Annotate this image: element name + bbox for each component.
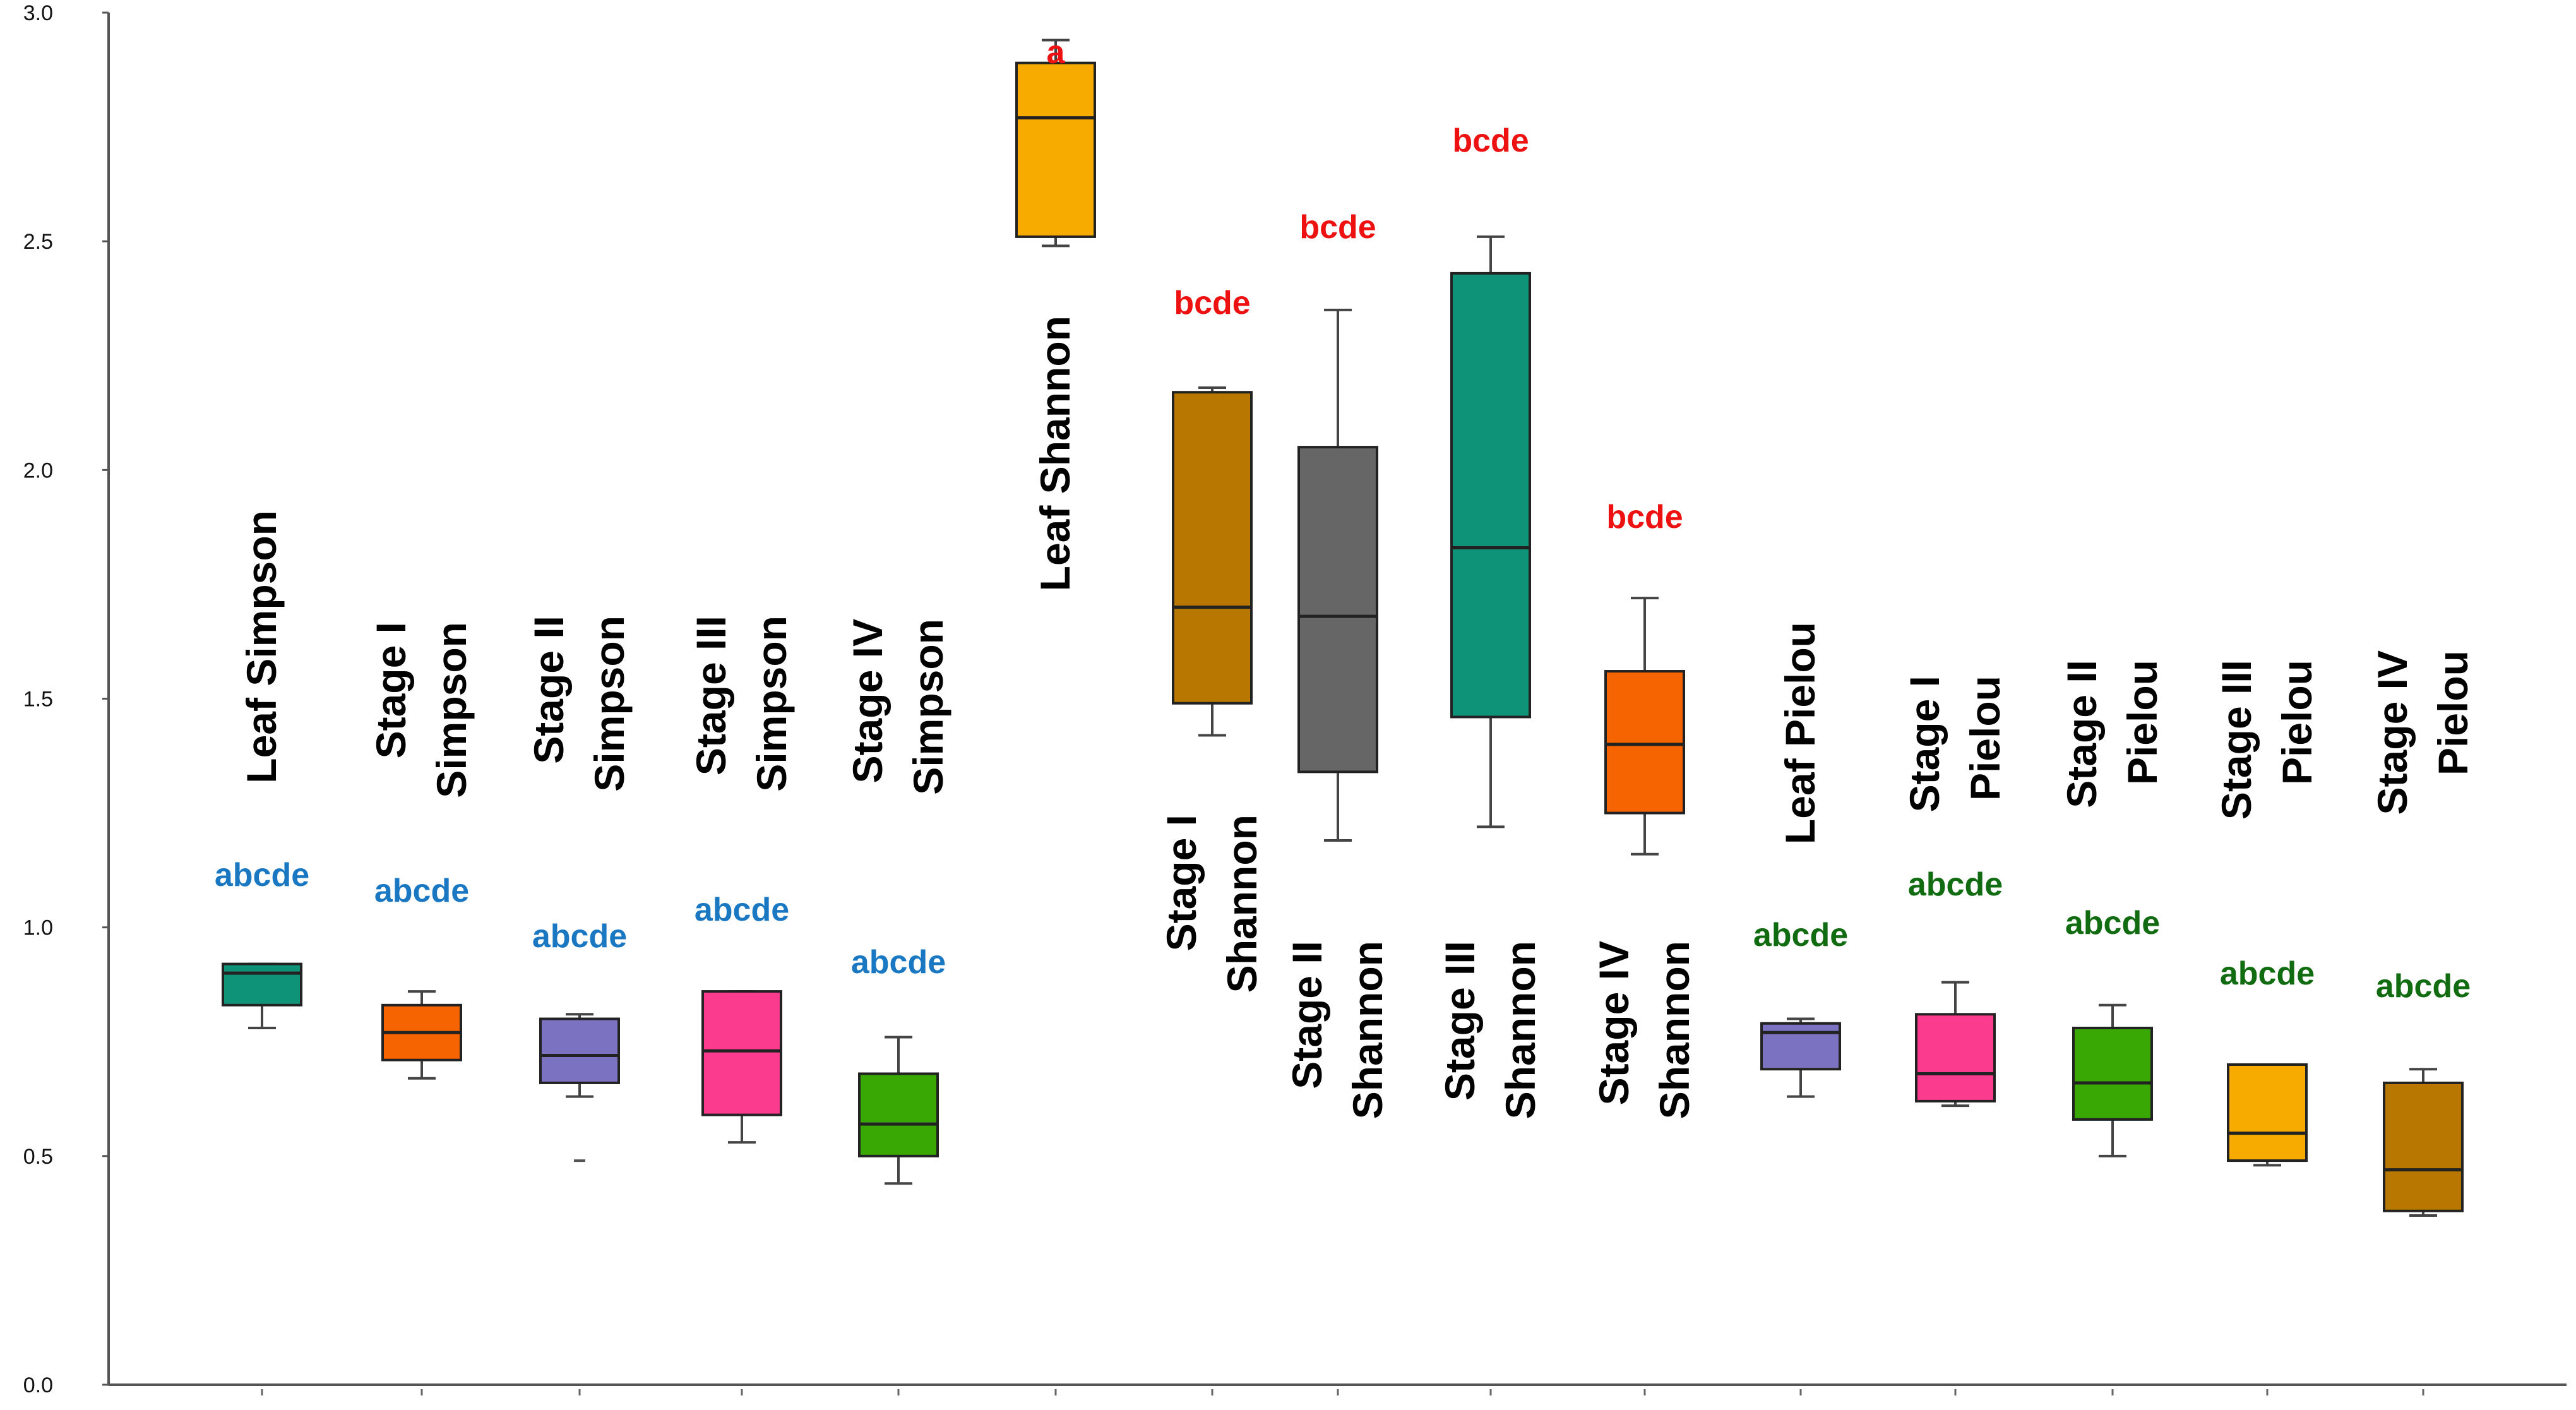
category-label: Stage I: [1158, 815, 1205, 951]
box-iqr: [2072, 1027, 2153, 1121]
box-iqr: [1604, 670, 1685, 815]
box-iqr: [1172, 391, 1253, 705]
box-plot-0: [222, 962, 302, 1030]
box-iqr: [1760, 1022, 1841, 1071]
box-iqr: [2227, 1063, 2308, 1162]
category-label: Shannon: [1344, 941, 1391, 1119]
category-label: Shannon: [1497, 941, 1544, 1119]
y-ticks: 0.0 0.5 1.0 1.5 2.0 2.5 3.0: [23, 1, 109, 1397]
category-label: Pielou: [1962, 676, 2008, 801]
box-plot-8: [1450, 235, 1531, 828]
box-plot-3: [701, 990, 782, 1144]
category-label: Shannon: [1219, 815, 1265, 993]
significance-letter: bcde: [1452, 122, 1529, 159]
box-plot-11: [1915, 981, 1996, 1108]
y-tick-label: 3.0: [23, 1, 53, 25]
significance-letter: abcde: [1908, 866, 2003, 903]
significance-letter: abcde: [851, 944, 946, 981]
y-tick-label: 2.5: [23, 230, 53, 254]
category-label: Shannon: [1651, 941, 1698, 1119]
box-iqr: [539, 1017, 620, 1084]
category-label: Stage III: [1436, 941, 1483, 1101]
x-ticks: [261, 1389, 2424, 1395]
significance-letter: abcde: [1753, 917, 1848, 953]
box-iqr: [1915, 1013, 1996, 1102]
category-label: Simpson: [586, 616, 633, 792]
category-label: Leaf Simpson: [238, 510, 285, 784]
category-label: Stage II: [1284, 941, 1330, 1089]
box-plot-13: [2227, 1063, 2308, 1167]
category-label: Stage I: [367, 622, 414, 758]
significance-letter: abcde: [695, 892, 789, 928]
box-series: [222, 39, 2464, 1217]
significance-letter: bcde: [1606, 499, 1683, 535]
y-tick-label: 0.0: [23, 1373, 53, 1397]
category-label: Stage III: [688, 616, 734, 775]
category-labels: Leaf Simpson Stage I Simpson Stage II Simpso…: [238, 316, 2476, 1119]
significance-letter: a: [1047, 34, 1066, 71]
box-plot-4: [858, 1036, 939, 1185]
box-plot-9: [1604, 597, 1685, 856]
category-label: Stage I: [1901, 676, 1948, 812]
significance-letter: abcde: [532, 918, 627, 955]
category-label: Stage IV: [2369, 650, 2416, 815]
y-tick-label: 1.0: [23, 916, 53, 940]
significance-letter: abcde: [215, 857, 309, 893]
category-label: Stage II: [2058, 660, 2105, 808]
category-label: Stage III: [2213, 660, 2260, 820]
category-label: Simpson: [748, 616, 795, 792]
box-plot-1: [381, 990, 462, 1080]
box-iqr: [1015, 61, 1096, 238]
significance-letter: bcde: [1299, 209, 1376, 246]
category-label: Pielou: [2274, 660, 2320, 785]
y-tick-label: 1.5: [23, 688, 53, 712]
box-iqr: [858, 1072, 939, 1157]
box-iqr: [222, 962, 302, 1007]
category-label: Stage IV: [1590, 941, 1637, 1105]
box-iqr: [1297, 446, 1378, 774]
significance-letters: abcde abcdeabcdeabcdeabcdeabcdebcdebcdebc…: [215, 34, 2471, 1005]
category-label: Pielou: [2430, 650, 2476, 775]
y-tick-label: 2.0: [23, 458, 53, 482]
box-plot-7: [1297, 308, 1378, 842]
category-label: Stage II: [525, 616, 572, 764]
significance-letter: abcde: [2220, 955, 2315, 992]
significance-letter: abcde: [374, 873, 469, 909]
category-label: Leaf Shannon: [1032, 316, 1078, 591]
box-iqr: [2383, 1081, 2464, 1212]
box-plot-5: [1015, 39, 1096, 248]
box-plot-14: [2383, 1068, 2464, 1217]
box-iqr: [701, 990, 782, 1116]
y-tick-label: 0.5: [23, 1145, 53, 1169]
significance-letter: abcde: [2376, 968, 2471, 1005]
box-plot-10: [1760, 1017, 1841, 1098]
significance-letter: bcde: [1174, 285, 1250, 321]
box-plot-6: [1172, 386, 1253, 737]
category-label: Simpson: [905, 619, 951, 795]
box-plot-12: [2072, 1003, 2153, 1157]
significance-letter: abcde: [2065, 905, 2160, 941]
category-label: Simpson: [428, 622, 475, 798]
category-label: Stage IV: [844, 619, 891, 783]
box-iqr: [1450, 272, 1531, 719]
category-label: Pielou: [2119, 660, 2166, 785]
box-plot-2: [539, 1013, 620, 1162]
category-label: Leaf Pielou: [1777, 622, 1823, 844]
